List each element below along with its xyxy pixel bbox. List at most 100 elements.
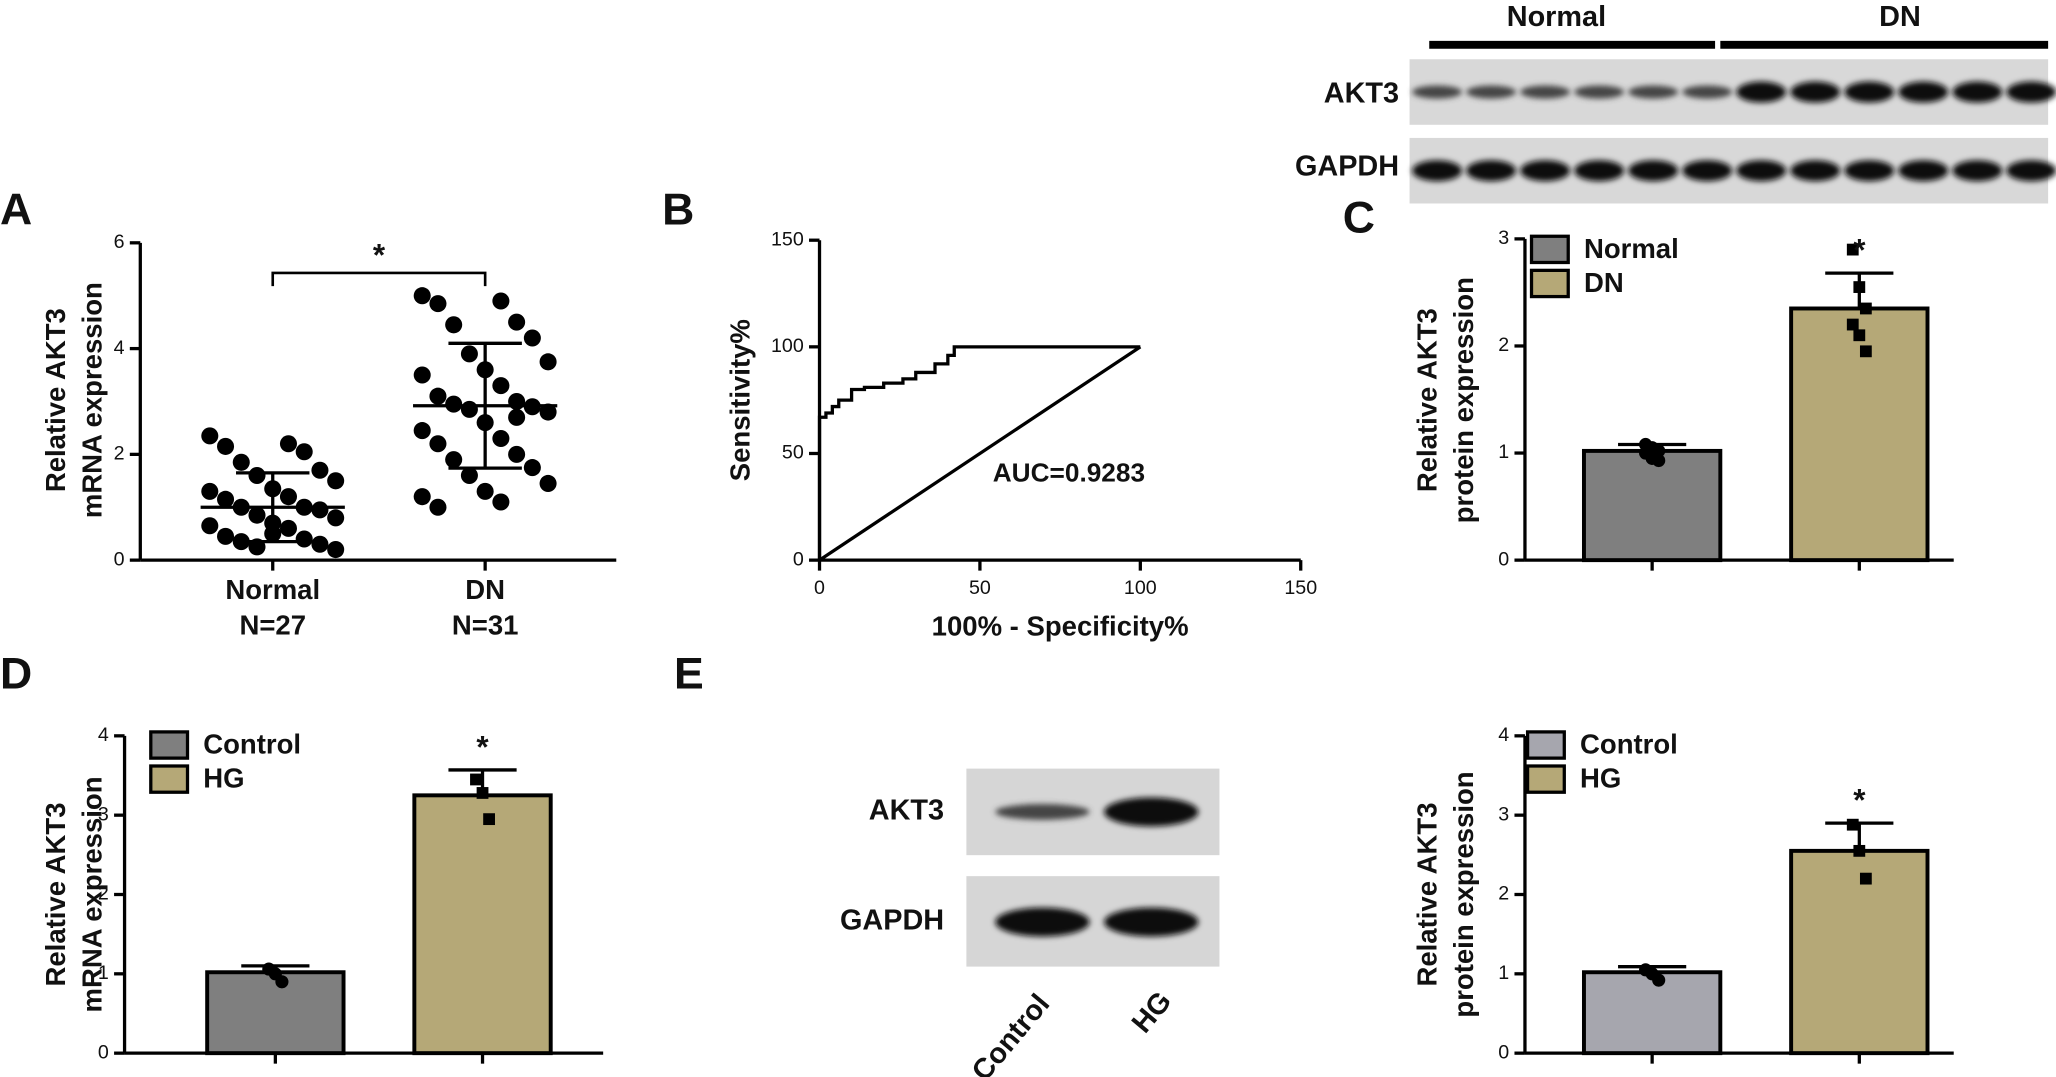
x-sublabel: N=31 [452, 609, 519, 640]
legend-label: Normal [1584, 233, 1679, 264]
row-label: AKT3 [869, 795, 944, 827]
band [1952, 160, 2003, 182]
y-tick-label: 0 [114, 548, 125, 570]
y-tick-label: 0 [1498, 1041, 1509, 1063]
band [1790, 81, 1841, 103]
data-point [248, 466, 266, 485]
x-tick-label: 0 [814, 577, 825, 599]
data-point [1846, 243, 1859, 256]
legend-swatch [1529, 268, 1570, 299]
panel-letter: C [1343, 193, 1375, 242]
y-tick-label: 1 [1498, 962, 1509, 984]
data-point [1652, 453, 1666, 468]
panel-letter: B [662, 185, 694, 234]
data-point [1652, 973, 1666, 987]
x-sublabel: N=27 [239, 609, 306, 640]
data-point [1859, 302, 1872, 315]
data-point [311, 535, 329, 553]
panel-letter: A [0, 185, 32, 234]
data-point [1846, 818, 1859, 831]
data-point [1853, 329, 1866, 342]
panel-letter: D [0, 650, 32, 699]
y-axis-label: protein expression [1448, 277, 1479, 523]
x-tick-label: 150 [1284, 577, 1317, 599]
data-point [470, 773, 482, 786]
row-label: GAPDH [1295, 151, 1399, 183]
legend-label: HG [1580, 763, 1621, 794]
data-point [483, 813, 495, 826]
x-tick-label: Normal [225, 574, 320, 605]
band [1466, 85, 1517, 99]
band [1466, 160, 1517, 182]
y-axis-label: mRNA expression [77, 776, 108, 1012]
data-point [295, 530, 313, 548]
data-point [539, 403, 557, 421]
band [2006, 160, 2056, 182]
x-tick-label: 50 [969, 577, 991, 599]
band [1412, 160, 1463, 182]
y-tick-label: 3 [1498, 803, 1509, 825]
data-point [201, 482, 219, 500]
data-point [201, 427, 219, 445]
group-label: Normal [1507, 1, 1606, 33]
annotation: AUC=0.9283 [993, 458, 1145, 488]
bar [1789, 848, 1930, 1056]
band [1412, 85, 1463, 99]
significance: * [476, 729, 489, 764]
data-point [429, 387, 447, 405]
legend-label: HG [203, 763, 244, 794]
data-point [492, 377, 510, 395]
band [1898, 81, 1949, 103]
data-point [217, 527, 235, 545]
data-point [1846, 318, 1859, 331]
data-point [492, 493, 510, 511]
data-point [508, 313, 526, 331]
legend-swatch [149, 730, 190, 760]
data-point [539, 353, 557, 371]
data-point [327, 472, 345, 490]
data-point [460, 345, 478, 363]
y-tick-label: 0 [793, 548, 804, 570]
band [1628, 160, 1679, 182]
y-axis-label: Relative AKT3 [40, 802, 71, 986]
bar [205, 970, 346, 1056]
band [1104, 907, 1199, 937]
group-label: DN [1879, 1, 1921, 33]
band [1574, 160, 1625, 182]
bar [412, 793, 553, 1056]
band [1844, 160, 1895, 182]
data-point [413, 366, 431, 384]
row-label: GAPDH [840, 905, 944, 937]
bar [1789, 306, 1930, 563]
band [1682, 160, 1733, 182]
y-tick-label: 4 [1498, 724, 1509, 746]
data-point [508, 392, 526, 410]
data-point [413, 422, 431, 440]
data-point [1853, 281, 1866, 293]
lane-label: HG [1126, 986, 1178, 1040]
data-point [248, 506, 266, 524]
y-axis-label: protein expression [1448, 771, 1479, 1017]
band [1628, 85, 1679, 99]
data-point [508, 445, 526, 463]
legend-swatch [149, 764, 190, 794]
data-point [327, 541, 345, 559]
lane-label: Control [966, 988, 1056, 1077]
y-tick-label: 3 [98, 803, 109, 825]
band [1682, 85, 1733, 99]
band [1104, 797, 1199, 827]
y-tick-label: 1 [1498, 441, 1509, 463]
x-tick-label: 100 [1124, 577, 1157, 599]
row-label: AKT3 [1324, 77, 1399, 109]
roc-line [818, 345, 1142, 562]
data-point [1853, 844, 1866, 857]
band [1898, 160, 1949, 182]
y-tick-label: 4 [98, 724, 109, 746]
y-tick-label: 100 [771, 335, 804, 357]
data-point [311, 501, 329, 519]
data-point [279, 435, 297, 453]
band [995, 804, 1090, 820]
data-point [429, 435, 447, 453]
roc-line [817, 345, 1141, 561]
data-point [217, 490, 235, 508]
